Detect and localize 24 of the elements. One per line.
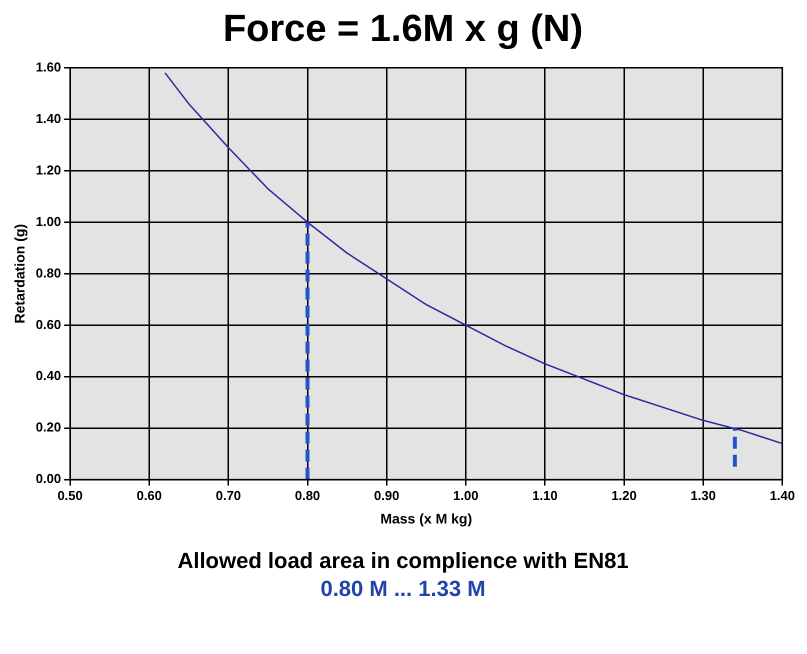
x-tick-label: 1.20: [611, 488, 637, 503]
x-tick-label: 1.40: [770, 488, 796, 503]
x-tick-label: 0.60: [136, 488, 162, 503]
y-tick-label: 0.20: [36, 420, 62, 435]
y-tick-label: 0.00: [36, 471, 62, 486]
y-tick-label: 0.60: [36, 316, 62, 332]
text: 0.80 M ... 1.33 M: [319, 576, 487, 602]
x-tick-label: 0.70: [216, 488, 242, 503]
chart-title: Force = 1.6M x g (N): [222, 8, 584, 51]
x-tick-label: 1.30: [690, 488, 716, 503]
y-tick-label: 0.40: [36, 368, 62, 384]
y-tick-label: 0.80: [36, 265, 62, 280]
y-tick-label: 1.20: [36, 162, 62, 178]
y-tick-label: 1.40: [36, 110, 62, 126]
x-tick-label: 0.90: [374, 488, 400, 503]
x-tick-label: 0.80: [294, 488, 320, 503]
y-axis-title: Retardation (g): [11, 224, 28, 324]
y-tick-label: 1.60: [36, 59, 62, 74]
text: Allowed load area in complience with EN81: [176, 548, 630, 574]
x-tick-label: 1.00: [453, 488, 478, 503]
y-tick-label: 1.00: [36, 214, 62, 229]
x-tick-label: 0.50: [57, 488, 83, 503]
x-axis-title: Mass (x M kg): [380, 510, 472, 526]
x-tick-label: 1.10: [532, 488, 558, 503]
